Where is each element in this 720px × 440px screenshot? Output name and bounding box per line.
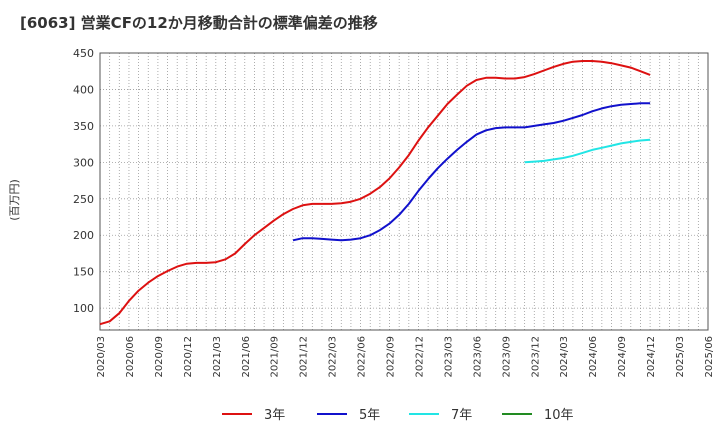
y-axis-ticks: 100 150 200 250 300 350 400 450	[73, 47, 94, 315]
x-tick-label: 2024/03	[559, 336, 570, 378]
x-axis-ticks: 2020/03 2020/06 2020/09 2020/12 2021/03 2021/…	[96, 336, 715, 378]
x-tick-label: 2021/06	[241, 336, 252, 378]
x-tick-label: 2024/12	[646, 336, 657, 378]
series-line-1	[99, 60, 651, 326]
y-tick-label: 350	[73, 120, 94, 133]
y-tick-label: 450	[73, 47, 94, 60]
grid	[99, 52, 709, 330]
chart-title: [6063] 営業CFの12か月移動合計の標準偏差の推移	[20, 14, 378, 32]
y-tick-label: 250	[73, 193, 94, 206]
x-tick-label: 2022/06	[357, 336, 368, 378]
x-tick-label: 2021/09	[270, 336, 281, 378]
x-tick-label: 2020/12	[183, 336, 194, 378]
x-tick-label: 2020/09	[154, 336, 165, 378]
y-tick-label: 400	[73, 83, 94, 96]
x-tick-label: 2023/03	[443, 336, 454, 378]
legend: 3年 5年 7年 10年	[222, 408, 574, 423]
plot-frame	[99, 52, 709, 331]
series-line-2	[292, 102, 651, 242]
x-tick-label: 2022/03	[328, 336, 339, 378]
legend-label-2: 5年	[359, 408, 380, 423]
legend-label-3: 7年	[451, 408, 472, 423]
legend-label-1: 3年	[264, 408, 285, 423]
x-tick-label: 2021/12	[299, 336, 310, 378]
x-tick-label: 2022/12	[414, 336, 425, 378]
x-tick-label: 2023/12	[530, 336, 541, 378]
x-tick-label: 2025/03	[675, 336, 686, 378]
y-tick-label: 100	[73, 302, 94, 315]
y-tick-label: 300	[73, 156, 94, 169]
series-line-3	[524, 138, 651, 164]
y-tick-label: 150	[73, 266, 94, 279]
x-tick-label: 2021/03	[212, 336, 223, 378]
x-tick-label: 2022/09	[386, 336, 397, 378]
x-tick-label: 2024/06	[588, 336, 599, 378]
x-tick-label: 2023/06	[472, 336, 483, 378]
x-tick-label: 2020/06	[125, 336, 136, 378]
y-tick-label: 200	[73, 229, 94, 242]
x-tick-label: 2025/06	[704, 336, 715, 378]
y-axis-label: (百万円)	[8, 179, 21, 221]
series-layer	[99, 60, 651, 326]
x-tick-label: 2024/09	[617, 336, 628, 378]
legend-label-4: 10年	[544, 408, 574, 423]
x-tick-label: 2020/03	[96, 336, 107, 378]
x-tick-label: 2023/09	[501, 336, 512, 378]
